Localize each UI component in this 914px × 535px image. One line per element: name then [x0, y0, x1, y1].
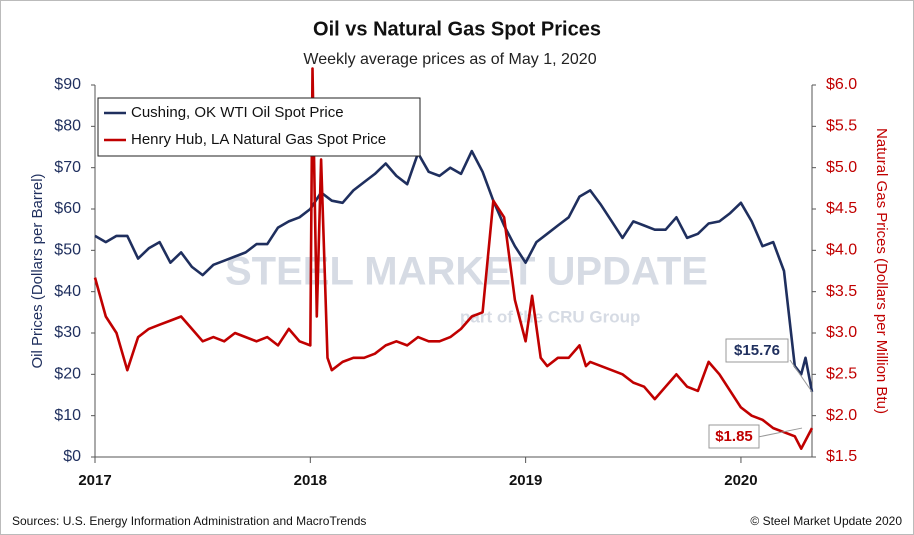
annotation-label: $15.76: [734, 342, 780, 359]
copyright: © Steel Market Update 2020: [750, 514, 902, 528]
watermark-brand: STEEL MARKET UPDATE: [225, 250, 708, 294]
y2-tick-label: $5.5: [826, 118, 857, 135]
y-tick-label: $40: [54, 283, 81, 300]
annotation-box: [708, 424, 760, 449]
y-tick-label: $50: [54, 242, 81, 259]
y2-axis-title: Natural Gas Prices (Dollars per Million …: [873, 128, 890, 414]
series-line: [93, 67, 814, 450]
y2-tick-label: $1.5: [826, 448, 857, 465]
annotation-leader: [757, 427, 803, 438]
x-tick-label: 2020: [724, 472, 757, 489]
legend-box: [97, 97, 421, 157]
watermark-tagline: part of the CRU Group: [460, 307, 640, 326]
y2-tick-label: $4.0: [826, 242, 857, 259]
y2-tick-label: $2.0: [826, 407, 857, 424]
y-tick-label: $90: [54, 76, 81, 93]
chart-subtitle: Weekly average prices as of May 1, 2020: [303, 51, 596, 68]
annotation-leader: [789, 359, 813, 393]
y-tick-label: $0: [63, 448, 81, 465]
x-tick-label: 2019: [509, 472, 542, 489]
y-axis-title: Oil Prices (Dollars per Barrel): [29, 173, 46, 368]
y2-tick-label: $3.0: [826, 324, 857, 341]
y-tick-label: $30: [54, 324, 81, 341]
y2-tick-label: $6.0: [826, 76, 857, 93]
y-tick-label: $80: [54, 118, 81, 135]
series-line: [94, 149, 814, 393]
legend-label: Cushing, OK WTI Oil Spot Price: [131, 104, 344, 121]
y2-tick-label: $3.5: [826, 283, 857, 300]
y-tick-label: $70: [54, 159, 81, 176]
annotation-label: $1.85: [715, 428, 753, 445]
x-tick-label: 2018: [294, 472, 327, 489]
x-tick-label: 2017: [78, 472, 111, 489]
y2-tick-label: $2.5: [826, 366, 857, 383]
y-tick-label: $60: [54, 200, 81, 217]
y2-tick-label: $4.5: [826, 200, 857, 217]
y-tick-label: $10: [54, 407, 81, 424]
legend-label: Henry Hub, LA Natural Gas Spot Price: [131, 131, 386, 148]
y2-tick-label: $5.0: [826, 159, 857, 176]
annotation-box: [725, 338, 789, 363]
chart-title: Oil vs Natural Gas Spot Prices: [313, 18, 601, 40]
y-tick-label: $20: [54, 366, 81, 383]
source-note: Sources: U.S. Energy Information Adminis…: [12, 514, 366, 528]
